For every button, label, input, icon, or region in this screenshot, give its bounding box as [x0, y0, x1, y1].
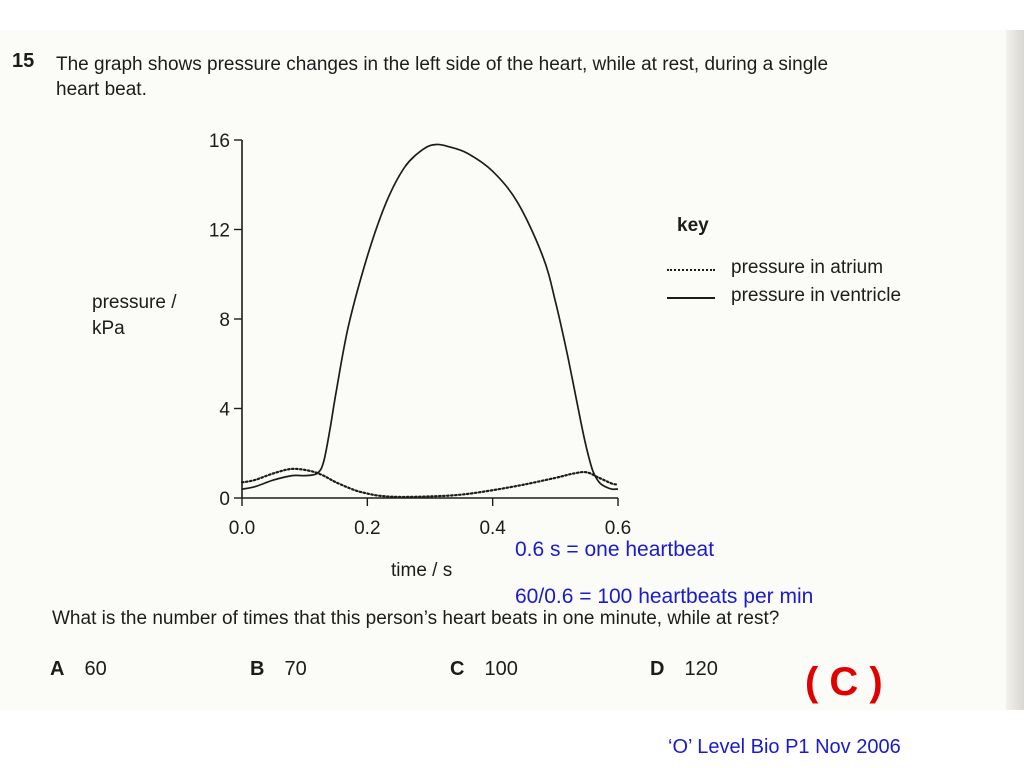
question-stem-line-2: heart beat. — [56, 79, 147, 100]
ventricle-pressure-line — [241, 143, 619, 491]
x-tick-label: 0.4 — [479, 518, 506, 539]
annotation-calculation: 60/0.6 = 100 heartbeats per min — [515, 585, 814, 608]
key-title: key — [677, 215, 709, 236]
scanned-page — [0, 30, 1024, 710]
y-axis-label-line-1: pressure / — [92, 292, 177, 313]
y-axis-label-line-2: kPa — [92, 318, 125, 339]
source-citation: ‘O’ Level Bio P1 Nov 2006 — [668, 736, 901, 758]
option-b: B 70 — [250, 658, 307, 681]
option-b-value: 70 — [284, 658, 307, 680]
key-item-ventricle: pressure in ventricle — [665, 285, 965, 309]
option-c: C 100 — [450, 658, 518, 681]
key-label-atrium: pressure in atrium — [731, 257, 884, 278]
answer-mark: ( C ) — [805, 660, 883, 704]
option-d: D 120 — [650, 658, 718, 681]
question-stem-line-1: The graph shows pressure changes in the … — [56, 54, 829, 75]
y-tick-label: 8 — [219, 310, 230, 331]
option-a-value: 60 — [84, 658, 107, 680]
key-label-ventricle: pressure in ventricle — [731, 285, 902, 306]
x-tick-label: 0.0 — [229, 518, 255, 539]
option-c-value: 100 — [484, 658, 518, 680]
key-item-atrium: pressure in atrium — [665, 257, 965, 281]
question-prompt: What is the number of times that this pe… — [52, 608, 780, 629]
option-d-value: 120 — [684, 658, 718, 680]
graph-key: key pressure in atrium pressure in ventr… — [665, 215, 965, 315]
y-tick-label: 12 — [209, 221, 230, 242]
option-a-letter: A — [50, 658, 65, 680]
page-edge-shadow — [1006, 30, 1024, 710]
dotted-line-swatch — [667, 269, 715, 271]
option-b-letter: B — [250, 658, 265, 680]
y-tick-label: 0 — [219, 489, 230, 510]
option-a: A 60 — [50, 658, 107, 681]
x-axis-label: time / s — [391, 560, 453, 581]
solid-line-swatch — [667, 297, 715, 299]
annotation-heartbeat-duration: 0.6 s = one heartbeat — [515, 538, 715, 561]
x-tick-label: 0.2 — [354, 518, 380, 539]
x-tick-label: 0.6 — [605, 518, 631, 539]
option-c-letter: C — [450, 658, 465, 680]
question-stem: The graph shows pressure changes in the … — [56, 52, 1006, 102]
atrium-pressure-line — [240, 467, 620, 499]
y-tick-label: 4 — [219, 400, 230, 421]
y-tick-label: 16 — [209, 131, 230, 152]
question-number: 15 — [12, 50, 35, 72]
option-d-letter: D — [650, 658, 665, 680]
